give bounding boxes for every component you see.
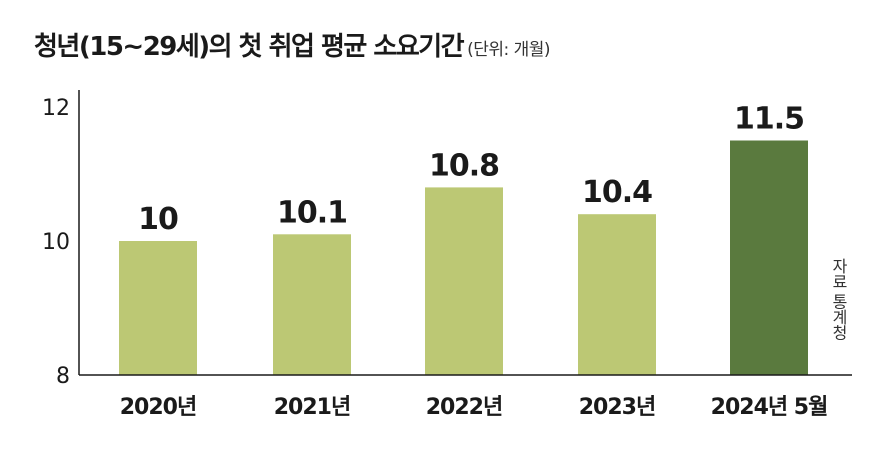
bars-group: 10 10.1 10.8 10.4 11.5: [119, 102, 808, 375]
x-tick-label-4: 2024년 5월: [711, 395, 828, 420]
value-label-3: 10.4: [582, 175, 652, 210]
value-label-1: 10.1: [277, 195, 347, 230]
x-tick-label-1: 2021년: [274, 395, 350, 420]
bar-0: [119, 241, 197, 375]
y-ticks-group: 8 10 12: [42, 96, 70, 389]
source-note: 자료 통계청: [829, 258, 848, 341]
bar-1: [273, 234, 351, 375]
y-tick-label-2: 12: [42, 96, 70, 121]
x-tick-label-3: 2023년: [579, 395, 655, 420]
unit-note: (단위: 개월): [467, 40, 551, 60]
chart-title-text: 청년(15~29세)의 첫 취업 평균 소요기간: [34, 32, 465, 62]
value-label-0: 10: [138, 202, 178, 237]
bar-4: [730, 140, 808, 375]
value-label-4: 11.5: [734, 102, 804, 137]
bar-3: [578, 214, 656, 375]
x-labels-group: 2020년 2021년 2022년 2023년 2024년 5월: [120, 395, 829, 420]
x-tick-label-0: 2020년: [120, 395, 196, 420]
y-tick-label-1: 10: [42, 230, 70, 255]
x-tick-label-2: 2022년: [426, 395, 502, 420]
bar-2: [425, 187, 503, 375]
y-tick-label-0: 8: [56, 364, 70, 389]
chart-title: 청년(15~29세)의 첫 취업 평균 소요기간 (단위: 개월): [34, 26, 551, 63]
value-label-2: 10.8: [429, 148, 499, 183]
